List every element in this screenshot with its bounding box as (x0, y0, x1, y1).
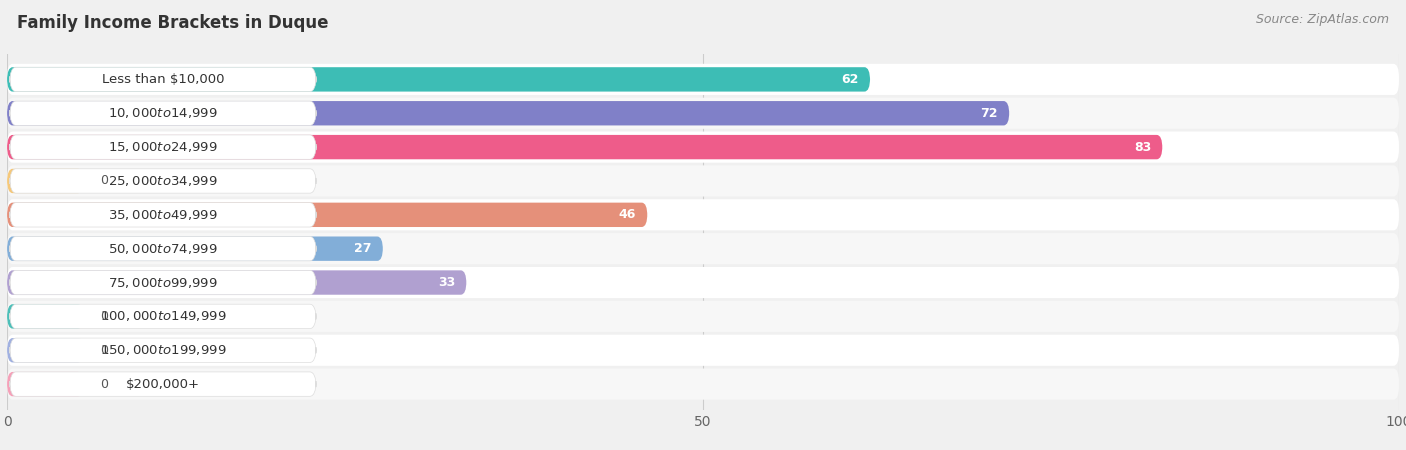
FancyBboxPatch shape (7, 372, 83, 396)
Text: Family Income Brackets in Duque: Family Income Brackets in Duque (17, 14, 329, 32)
FancyBboxPatch shape (7, 199, 1399, 230)
Text: $15,000 to $24,999: $15,000 to $24,999 (108, 140, 218, 154)
FancyBboxPatch shape (7, 267, 1399, 298)
Text: 46: 46 (619, 208, 636, 221)
Text: 62: 62 (842, 73, 859, 86)
FancyBboxPatch shape (7, 98, 1399, 129)
Text: $150,000 to $199,999: $150,000 to $199,999 (100, 343, 226, 357)
Text: $100,000 to $149,999: $100,000 to $149,999 (100, 310, 226, 324)
FancyBboxPatch shape (10, 202, 316, 227)
FancyBboxPatch shape (7, 270, 467, 295)
FancyBboxPatch shape (7, 135, 1163, 159)
FancyBboxPatch shape (7, 169, 83, 193)
FancyBboxPatch shape (10, 372, 316, 396)
Text: $35,000 to $49,999: $35,000 to $49,999 (108, 208, 218, 222)
FancyBboxPatch shape (10, 67, 316, 92)
FancyBboxPatch shape (10, 338, 316, 362)
FancyBboxPatch shape (7, 166, 1399, 197)
Text: 83: 83 (1135, 140, 1152, 153)
Text: $75,000 to $99,999: $75,000 to $99,999 (108, 275, 218, 289)
Text: 72: 72 (980, 107, 998, 120)
FancyBboxPatch shape (7, 301, 1399, 332)
Text: 0: 0 (100, 378, 108, 391)
FancyBboxPatch shape (7, 369, 1399, 400)
FancyBboxPatch shape (10, 270, 316, 295)
Text: Source: ZipAtlas.com: Source: ZipAtlas.com (1256, 14, 1389, 27)
FancyBboxPatch shape (10, 135, 316, 159)
Text: 33: 33 (439, 276, 456, 289)
Text: Less than $10,000: Less than $10,000 (101, 73, 224, 86)
Text: 27: 27 (354, 242, 371, 255)
FancyBboxPatch shape (7, 233, 1399, 264)
FancyBboxPatch shape (7, 64, 1399, 95)
FancyBboxPatch shape (7, 101, 1010, 126)
Text: $200,000+: $200,000+ (127, 378, 200, 391)
Text: $25,000 to $34,999: $25,000 to $34,999 (108, 174, 218, 188)
FancyBboxPatch shape (10, 237, 316, 261)
FancyBboxPatch shape (7, 335, 1399, 366)
FancyBboxPatch shape (7, 131, 1399, 163)
FancyBboxPatch shape (7, 237, 382, 261)
FancyBboxPatch shape (7, 67, 870, 92)
FancyBboxPatch shape (10, 304, 316, 328)
FancyBboxPatch shape (7, 338, 83, 362)
FancyBboxPatch shape (10, 169, 316, 193)
Text: 0: 0 (100, 310, 108, 323)
Text: $50,000 to $74,999: $50,000 to $74,999 (108, 242, 218, 256)
Text: $10,000 to $14,999: $10,000 to $14,999 (108, 106, 218, 120)
FancyBboxPatch shape (10, 101, 316, 126)
FancyBboxPatch shape (7, 304, 83, 328)
Text: 0: 0 (100, 344, 108, 357)
FancyBboxPatch shape (7, 202, 647, 227)
Text: 0: 0 (100, 175, 108, 188)
